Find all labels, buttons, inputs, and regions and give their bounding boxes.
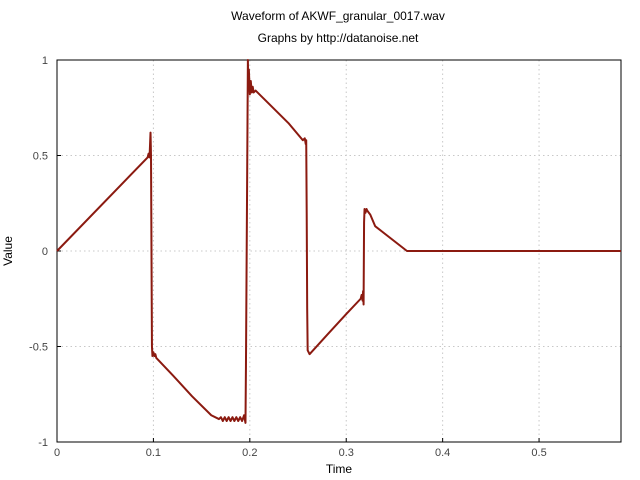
x-tick-label: 0 bbox=[54, 447, 60, 459]
chart-subtitle: Graphs by http://datanoise.net bbox=[258, 31, 419, 45]
x-tick-label: 0.3 bbox=[339, 447, 354, 459]
x-axis-ticks: 0 0.1 0.2 0.3 0.4 0.5 bbox=[54, 438, 547, 459]
y-axis-label: Value bbox=[1, 236, 15, 266]
y-tick-label: -1 bbox=[38, 437, 48, 449]
chart-title: Waveform of AKWF_granular_0017.wav bbox=[231, 9, 445, 23]
x-tick-label: 0.5 bbox=[531, 447, 546, 459]
y-tick-label: 0 bbox=[42, 246, 48, 258]
y-tick-label: -0.5 bbox=[29, 342, 48, 354]
x-tick-label: 0.1 bbox=[146, 447, 161, 459]
waveform-line bbox=[56, 59, 621, 424]
x-tick-label: 0.2 bbox=[242, 447, 257, 459]
y-tick-label: 0.5 bbox=[33, 151, 48, 163]
x-tick-label: 0.4 bbox=[435, 447, 450, 459]
y-tick-label: 1 bbox=[42, 55, 48, 67]
y-axis-ticks: -1 -0.5 0 0.5 1 bbox=[29, 55, 61, 449]
x-axis-label: Time bbox=[326, 462, 353, 476]
